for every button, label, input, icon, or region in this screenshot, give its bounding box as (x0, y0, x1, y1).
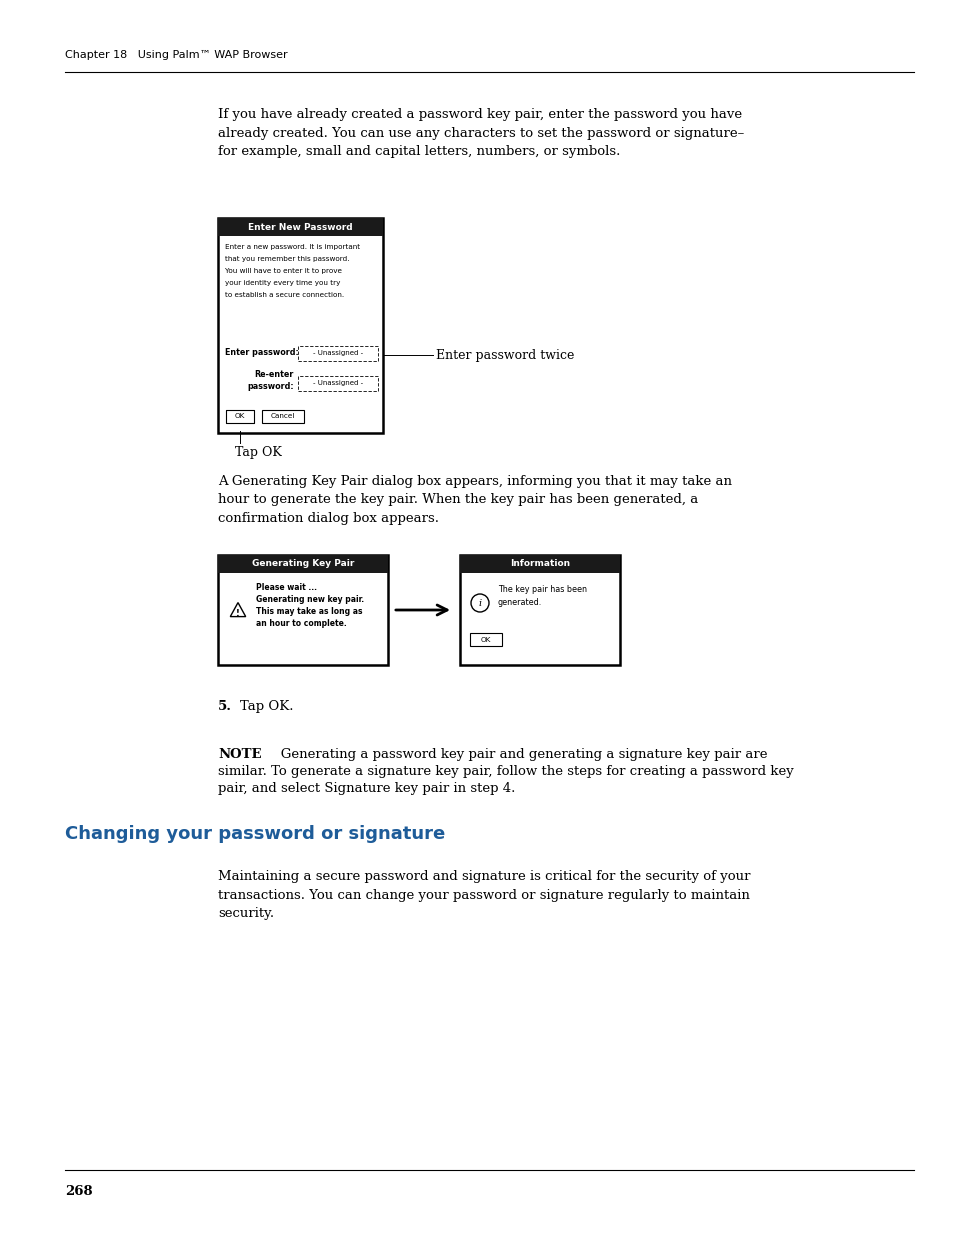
Bar (297, 375, 377, 391)
Circle shape (471, 594, 489, 613)
Text: NOTE: NOTE (218, 748, 261, 761)
Text: Please wait ...: Please wait ... (255, 583, 316, 592)
Bar (226, 410, 253, 424)
Text: Generating Key Pair: Generating Key Pair (252, 559, 354, 568)
Text: Generating a password key pair and generating a signature key pair are: Generating a password key pair and gener… (268, 748, 767, 761)
Text: This may take as long as: This may take as long as (255, 606, 362, 616)
Text: Generating new key pair.: Generating new key pair. (255, 595, 364, 604)
Text: pair, and select Signature key pair in step 4.: pair, and select Signature key pair in s… (218, 782, 515, 795)
Text: Enter password:: Enter password: (225, 348, 298, 357)
Text: Maintaining a secure password and signature is critical for the security of your: Maintaining a secure password and signat… (218, 869, 750, 920)
Text: You will have to enter it to prove: You will have to enter it to prove (225, 268, 341, 274)
Text: Tap OK.: Tap OK. (240, 700, 294, 713)
Text: your identity every time you try: your identity every time you try (225, 280, 340, 287)
Text: !: ! (235, 609, 240, 618)
Text: - Unassigned -: - Unassigned - (313, 380, 363, 387)
Text: an hour to complete.: an hour to complete. (255, 619, 346, 629)
Text: Changing your password or signature: Changing your password or signature (65, 825, 445, 844)
Text: 5.: 5. (218, 700, 232, 713)
Text: 268: 268 (65, 1186, 92, 1198)
Text: Re-enter: Re-enter (254, 370, 294, 379)
Text: similar. To generate a signature key pair, follow the steps for creating a passw: similar. To generate a signature key pai… (218, 764, 793, 778)
Bar (470, 634, 501, 646)
Text: A Generating Key Pair dialog box appears, informing you that it may take an
hour: A Generating Key Pair dialog box appears… (218, 475, 731, 525)
Text: Enter password twice: Enter password twice (436, 348, 574, 362)
Text: to establish a secure connection.: to establish a secure connection. (225, 291, 344, 298)
Bar (459, 555, 619, 664)
Text: Information: Information (510, 559, 570, 568)
Text: that you remember this password.: that you remember this password. (225, 256, 349, 262)
Bar (218, 219, 382, 433)
Text: - Unassigned -: - Unassigned - (313, 351, 363, 357)
Text: OK: OK (234, 414, 245, 420)
Text: Enter a new password. It is important: Enter a new password. It is important (225, 245, 359, 249)
Text: generated.: generated. (497, 598, 541, 606)
Bar (297, 346, 377, 361)
Text: If you have already created a password key pair, enter the password you have
alr: If you have already created a password k… (218, 107, 743, 158)
Text: password:: password: (247, 382, 294, 391)
Bar (218, 219, 382, 236)
Bar (459, 555, 619, 573)
Text: The key pair has been: The key pair has been (497, 585, 586, 594)
Text: OK: OK (480, 636, 491, 642)
Text: Chapter 18   Using Palm™ WAP Browser: Chapter 18 Using Palm™ WAP Browser (65, 49, 287, 61)
Bar (262, 410, 304, 424)
Text: Enter New Password: Enter New Password (248, 222, 353, 231)
Text: Cancel: Cancel (271, 414, 294, 420)
Bar (218, 555, 388, 573)
Bar (218, 555, 388, 664)
Text: i: i (478, 599, 481, 608)
Text: Tap OK: Tap OK (234, 446, 281, 459)
Polygon shape (230, 603, 246, 616)
